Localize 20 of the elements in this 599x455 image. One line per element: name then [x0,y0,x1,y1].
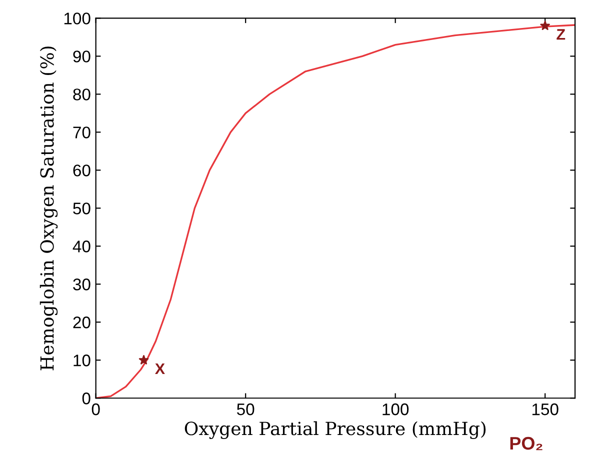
x-tick-label: 0 [92,403,100,416]
y-tick-label: 40 [72,240,90,252]
annotation: X [155,364,165,374]
y-tick-label: 20 [73,316,90,328]
annotation: Z [556,29,566,40]
y-tick-label: 100 [64,12,90,24]
y-tick-label: 90 [73,50,90,62]
x-tick-label: 50 [236,403,254,416]
x-tick-label: 100 [382,403,409,416]
y-tick-label: 30 [73,278,90,290]
x-tick-label: 150 [532,403,558,416]
y-tick-label: 80 [73,88,90,100]
y-axis-title: Hemoglobin Oxygen Saturation (%) [40,46,58,370]
y-tick-label: 10 [74,354,90,366]
text: PO₂ [510,436,542,450]
y-tick-label: 50 [73,202,90,214]
y-tick-label: 70 [73,126,90,138]
x-axis-title: Oxygen Partial Pressure (mmHg) [184,421,486,440]
y-tick-label: 60 [73,164,90,176]
y-tick-label: 0 [82,392,90,404]
